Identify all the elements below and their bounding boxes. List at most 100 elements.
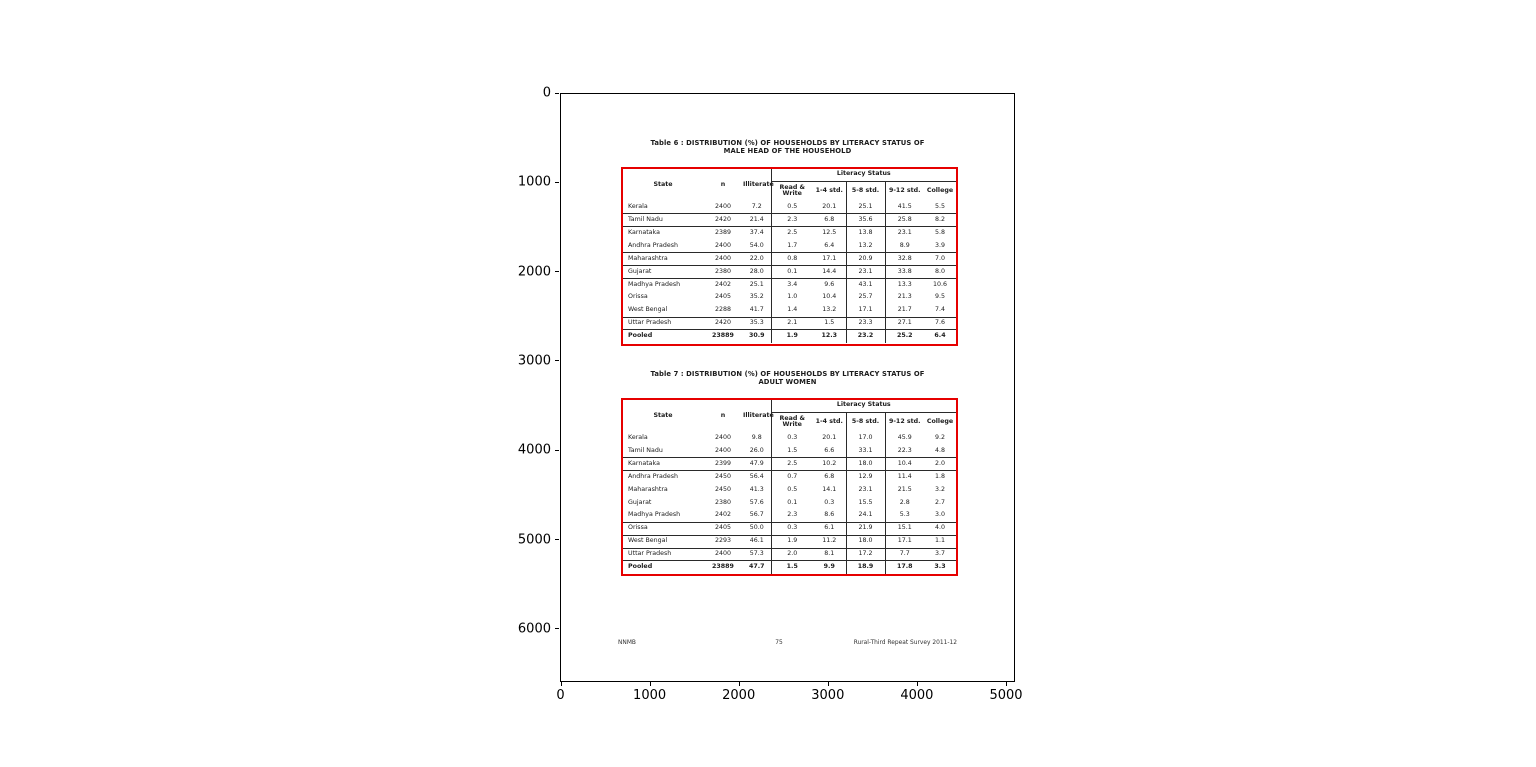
- value-cell: 0.1: [771, 265, 813, 279]
- table-row: Kerala 2400 9.8 0.3 20.1 17.0 45.9 9.2: [623, 432, 956, 445]
- y-tick-label: 2000: [517, 264, 551, 280]
- value-cell: 15.1: [885, 522, 924, 536]
- value-cell: 17.2: [846, 548, 886, 562]
- table-row: West Bengal 2293 46.1 1.9 11.2 18.0 17.1 1.1: [623, 535, 956, 549]
- value-cell: 6.8: [813, 470, 847, 484]
- value-cell: 0.3: [787, 434, 798, 442]
- value-cell: 12.9: [846, 470, 886, 484]
- value-cell: 10.4: [813, 291, 847, 305]
- x-tick-mark: [827, 682, 829, 686]
- value-cell: 9.8: [743, 432, 772, 445]
- value-cell: 17.0: [846, 432, 886, 445]
- table-row: Andhra Pradesh 2450 56.4 0.7 6.8 12.9 11.4 1.8: [623, 470, 956, 484]
- value-cell: 0.8: [771, 252, 813, 266]
- value-cell: 35.3: [743, 317, 772, 331]
- column-header: n: [720, 411, 726, 419]
- value-cell: 25.8: [885, 213, 924, 228]
- value-cell: 0.3: [771, 522, 813, 536]
- value-cell: 57.3: [743, 548, 772, 562]
- value-cell: 1.0: [787, 293, 798, 301]
- value-cell: 9.9: [813, 560, 847, 574]
- y-tick-mark: [555, 360, 559, 362]
- x-tick-mark: [916, 682, 918, 686]
- table-row: Pooled 23889 30.9 1.9 12.3 23.2 25.2 6.4: [623, 329, 956, 343]
- state-cell: Uttar Pradesh: [623, 548, 703, 562]
- value-cell: 6.4: [924, 329, 956, 343]
- value-cell: 2.5: [787, 229, 798, 237]
- table6-grid: State n Illiterate Literacy Status Read & Wr…: [623, 169, 956, 343]
- value-cell: 4.8: [924, 444, 956, 459]
- table-row: Madhya Pradesh 2402 56.7 2.3 8.6 24.1 5.3 3.0: [623, 509, 956, 523]
- column-header: 1-4 std.: [813, 181, 847, 201]
- value-cell: 43.1: [846, 278, 886, 292]
- value-cell: 11.2: [813, 535, 847, 549]
- table6-title: Table 6 : DISTRIBUTION (%) OF HOUSEHOLDS…: [561, 139, 1014, 156]
- value-cell: 8.9: [885, 239, 924, 254]
- value-cell: 22.0: [743, 252, 772, 266]
- column-header: 1-4 std.: [813, 412, 847, 432]
- value-cell: 15.5: [846, 496, 886, 510]
- column-header: State: [653, 411, 673, 419]
- value-cell: 2400: [703, 548, 743, 562]
- value-cell: 6.6: [813, 444, 847, 459]
- value-cell: 7.7: [885, 548, 924, 562]
- value-cell: 23889: [703, 560, 743, 574]
- value-cell: 2450: [714, 485, 732, 493]
- column-header: College: [926, 417, 954, 425]
- scanned-page: Table 6 : DISTRIBUTION (%) OF HOUSEHOLDS…: [561, 94, 1014, 681]
- column-header: 9-12 std.: [888, 417, 921, 425]
- table-row: Orissa 2405 50.0 0.3 6.1 21.9 15.1 4.0: [623, 522, 956, 536]
- value-cell: 7.0: [924, 252, 956, 266]
- value-cell: 25.1: [743, 278, 772, 292]
- y-tick-label: 3000: [517, 353, 551, 369]
- value-cell: 30.9: [743, 329, 772, 343]
- table-row: Karnataka 2399 47.9 2.5 10.2 18.0 10.4 2.0: [623, 457, 956, 472]
- table7-title-line2: ADULT WOMEN: [758, 378, 817, 387]
- value-cell: 56.7: [743, 509, 772, 523]
- value-cell: 1.8: [934, 473, 945, 481]
- x-tick-label: 5000: [989, 688, 1023, 703]
- value-cell: 37.4: [743, 226, 772, 240]
- table-row: Andhra Pradesh 2400 54.0 1.7 6.4 13.2 8.9 3.9: [623, 239, 956, 254]
- column-header: Illiterate: [743, 169, 774, 201]
- state-cell: Tamil Nadu: [623, 213, 703, 228]
- y-tick-mark: [555, 449, 559, 451]
- value-cell: 47.7: [743, 560, 772, 574]
- value-cell: 32.8: [885, 252, 924, 266]
- value-cell: 8.2: [924, 213, 956, 228]
- axes-frame: Table 6 : DISTRIBUTION (%) OF HOUSEHOLDS…: [560, 93, 1015, 682]
- value-cell: 13.2: [813, 304, 847, 318]
- value-cell: 20.9: [846, 252, 886, 266]
- value-cell: 9.5: [934, 293, 945, 301]
- value-cell: 2402: [703, 509, 743, 523]
- footer-survey-label: Rural-Third Repeat Survey 2011-12: [853, 640, 957, 646]
- value-cell: 25.7: [846, 291, 886, 305]
- column-header: n: [720, 180, 726, 188]
- state-cell: Gujarat: [628, 498, 652, 506]
- column-header: Read & Write: [779, 414, 806, 429]
- value-cell: 23.1: [897, 229, 912, 237]
- value-cell: 50.0: [743, 522, 772, 536]
- value-cell: 12.5: [813, 226, 847, 240]
- table7-grid: State n Illiterate Literacy Status Read & Wr…: [623, 400, 956, 574]
- column-header: Read & Write: [779, 183, 806, 198]
- value-cell: 23.1: [846, 265, 886, 279]
- value-cell: 5.8: [934, 229, 945, 237]
- column-header: College: [926, 186, 954, 194]
- value-cell: 1.4: [771, 304, 813, 318]
- value-cell: 33.8: [885, 265, 924, 279]
- state-cell: Gujarat: [623, 265, 703, 279]
- value-cell: 9.2: [934, 434, 945, 442]
- table-row: Maharashtra 2400 22.0 0.8 17.1 20.9 32.8 7.0: [623, 252, 956, 266]
- value-cell: 12.3: [813, 329, 847, 343]
- state-cell: Kerala: [628, 434, 648, 442]
- x-tick-mark: [1006, 682, 1007, 686]
- value-cell: 21.4: [743, 213, 772, 228]
- literacy-status-group-header: Literacy Status: [771, 169, 956, 182]
- value-cell: 2.7: [934, 498, 945, 506]
- state-cell: Maharashtra: [628, 485, 668, 493]
- value-cell: 2.0: [924, 457, 956, 472]
- value-cell: 41.3: [743, 483, 772, 497]
- x-tick-mark: [649, 682, 651, 686]
- value-cell: 6.4: [813, 239, 847, 254]
